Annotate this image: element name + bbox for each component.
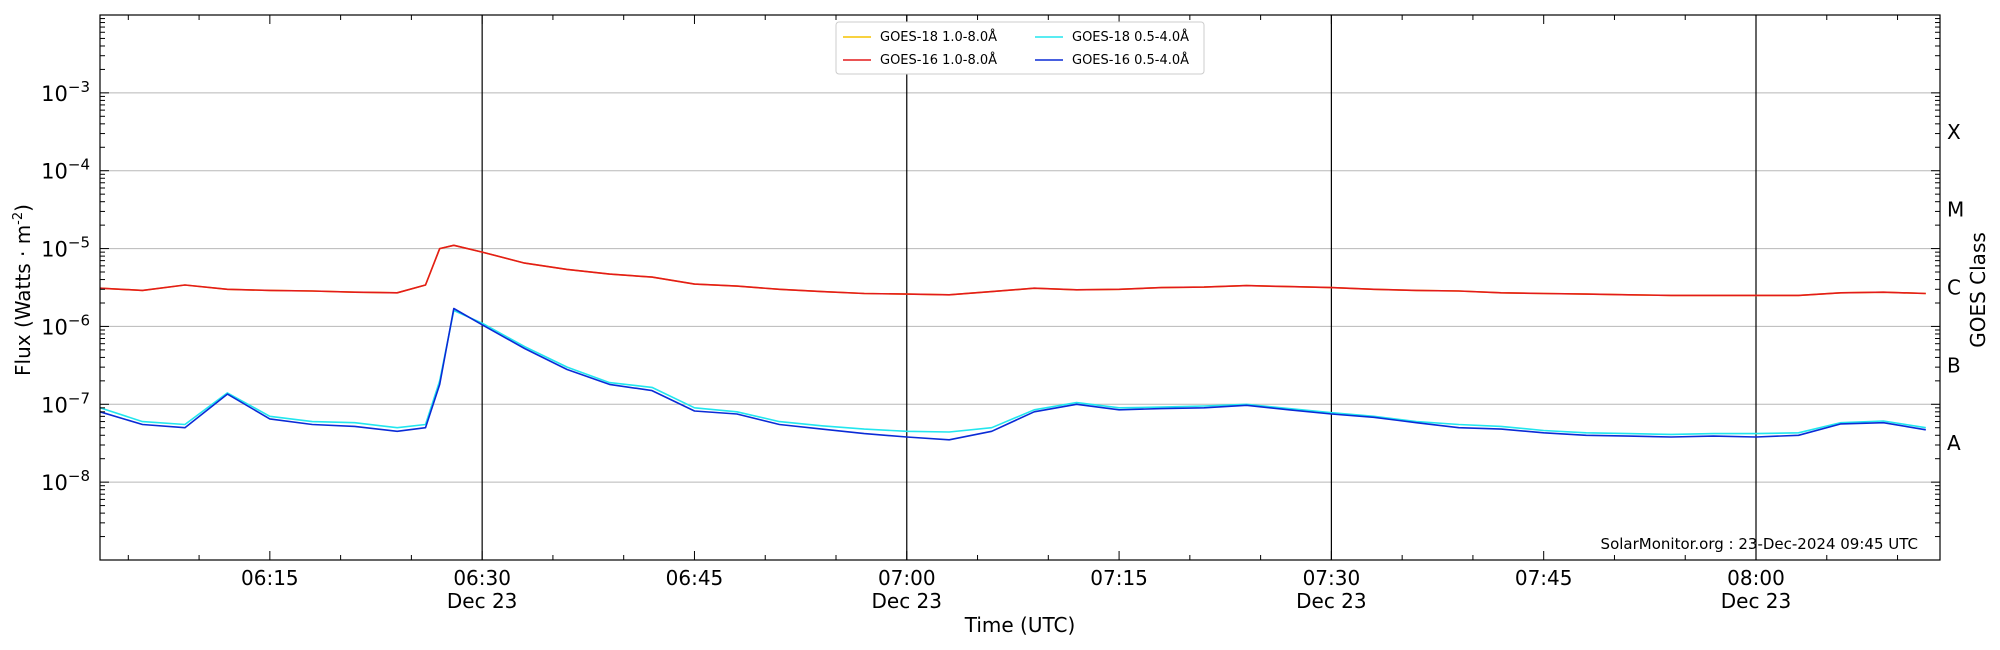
goes-class-label: C: [1947, 276, 1961, 300]
y-tick-label: 10−5: [41, 234, 90, 262]
x-tick-label: 06:30: [453, 566, 511, 590]
x-tick-label: 07:45: [1515, 566, 1573, 590]
legend-label-goes18-short: GOES-18 0.5-4.0Å: [1072, 29, 1189, 45]
y-tick-exponent: −3: [68, 78, 90, 96]
series-line-1: [99, 244, 1926, 297]
y-tick-base: 10: [41, 393, 68, 417]
y-axis-label-exponent: -2: [11, 212, 26, 225]
y-tick-label: 10−6: [41, 311, 90, 339]
legend-label-goes16-long: GOES-16 1.0-8.0Å: [880, 52, 997, 68]
series-line-3: [99, 307, 1926, 441]
legend-label-goes18-long: GOES-18 1.0-8.0Å: [880, 29, 997, 45]
y-tick-label: 10−4: [41, 156, 90, 184]
goes-class-labels: A B C M X: [1947, 120, 1964, 455]
y-tick-base: 10: [41, 160, 68, 184]
x-tick-date-label: Dec 23: [872, 589, 943, 613]
grid-lines: [100, 92, 1940, 483]
x-tick-date-label: Dec 23: [447, 589, 518, 613]
x-tick-label: 07:00: [878, 566, 936, 590]
goes-class-label: A: [1947, 431, 1961, 455]
x-tick-label: 07:15: [1090, 566, 1148, 590]
y-tick-label: 10−7: [41, 389, 90, 417]
x-tick-label: 08:00: [1727, 566, 1785, 590]
y-axis-ticks: 10−810−710−610−510−410−3: [41, 18, 1940, 561]
x-tick-label: 06:45: [666, 566, 724, 590]
y-tick-exponent: −8: [68, 467, 90, 485]
legend-box: [835, 21, 1205, 75]
legend: GOES-18 1.0-8.0Å GOES-16 1.0-8.0Å GOES-1…: [835, 21, 1205, 75]
y-tick-base: 10: [41, 82, 68, 106]
plot-frame: [99, 14, 1941, 561]
x-axis-label: Time (UTC): [964, 613, 1076, 637]
y-tick-exponent: −4: [68, 156, 90, 174]
x-tick-label: 07:30: [1303, 566, 1361, 590]
y-tick-exponent: −6: [68, 311, 90, 329]
y-tick-exponent: −5: [68, 234, 90, 252]
x-tick-label: 06:15: [241, 566, 299, 590]
y-tick-base: 10: [41, 471, 68, 495]
y-tick-label: 10−8: [41, 467, 90, 495]
y-axis-label-close: ): [11, 204, 35, 212]
y-tick-base: 10: [41, 315, 68, 339]
y-axis-label-main: Flux (Watts · m: [11, 225, 35, 376]
y-tick-base: 10: [41, 238, 68, 262]
legend-label-goes16-short: GOES-16 0.5-4.0Å: [1072, 52, 1189, 68]
y-tick-exponent: −7: [68, 389, 90, 407]
right-axis-label: GOES Class: [1966, 232, 1990, 348]
watermark-text: SolarMonitor.org : 23-Dec-2024 09:45 UTC: [1601, 535, 1918, 553]
y-tick-label: 10−3: [41, 78, 90, 106]
x-tick-date-label: Dec 23: [1296, 589, 1367, 613]
y-axis-label: Flux (Watts · m-2): [11, 204, 35, 376]
series-lines: [99, 244, 1926, 441]
goes-class-label: B: [1947, 353, 1961, 377]
series-line-2: [99, 309, 1926, 436]
goes-class-label: M: [1947, 198, 1964, 222]
goes-class-label: X: [1947, 120, 1961, 144]
x-tick-date-label: Dec 23: [1721, 589, 1792, 613]
